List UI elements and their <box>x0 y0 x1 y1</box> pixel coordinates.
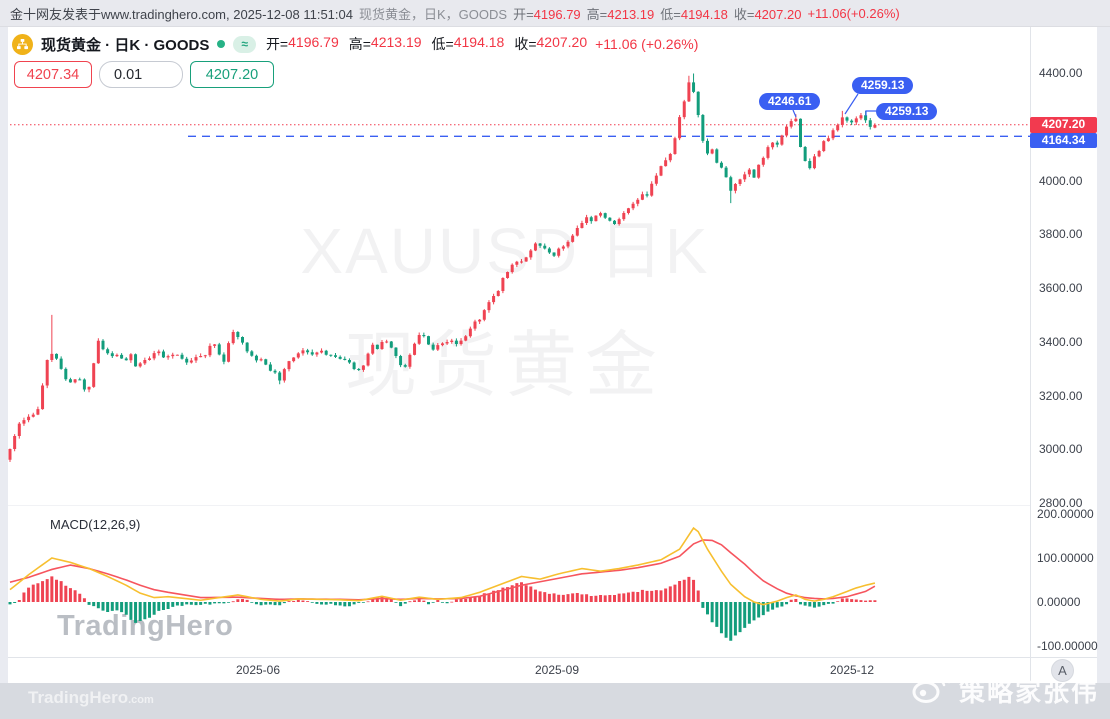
up-candle-wicks <box>9 75 876 462</box>
close-value: 收= 4207.20 <box>514 34 588 52</box>
symbol-title: 现货黄金 · 日K · GOODS <box>41 36 210 54</box>
topbar-low: 低=4194.18 <box>660 6 728 22</box>
sell-price-button[interactable]: 4207.34 <box>14 61 92 88</box>
price-axis-label: 2800.00 <box>1039 496 1083 510</box>
price-axis-label: 4000.00 <box>1039 173 1083 188</box>
time-axis-label: 2025-09 <box>534 663 580 677</box>
change-value: +11.06 (+0.26%) <box>595 36 699 52</box>
source-text: 金十网友发表于www.tradinghero.com, 2025-12-08 1… <box>10 6 353 22</box>
market-status-icon <box>217 40 226 48</box>
time-axis-label: 2025-06 <box>235 663 281 677</box>
watermark-symbol: XAUUSD 日K <box>300 215 710 287</box>
open-value: 开= 4196.79 <box>265 34 339 52</box>
a-button[interactable]: A <box>1051 659 1074 682</box>
macd-indicator-label: MACD(12,26,9) <box>50 517 141 532</box>
macd-axis-label: -100.00000 <box>1037 639 1098 653</box>
high-badge-4246: 4246.61 <box>759 93 821 110</box>
low-value: 低= 4194.18 <box>431 34 505 52</box>
macd-axis-label: 0.00000 <box>1037 595 1081 609</box>
price-axis-label: 3400.00 <box>1039 334 1083 349</box>
price-axis-label: 3200.00 <box>1039 388 1083 403</box>
high-badge-4259-a: 4259.13 <box>852 77 914 94</box>
spread-value-box[interactable]: 0.01 <box>99 61 183 88</box>
topbar-open: 开=4196.79 <box>513 6 581 22</box>
badge-connector-lines <box>792 93 876 118</box>
symbol-info-text: 现货黄金，日K，GOODS <box>358 6 508 22</box>
buy-price-button[interactable]: 4207.20 <box>190 61 274 88</box>
topbar-high: 高=4213.19 <box>586 6 655 22</box>
macd-histogram-negative <box>8 602 835 641</box>
time-axis-divider <box>8 657 1097 658</box>
watermark-bottom-right: 策略家张伟 <box>912 672 1099 709</box>
symbol-info-bar: 现货黄金 · 日K · GOODS ≈ 开= 4196.79 高= 4213.19 … <box>12 31 698 57</box>
price-axis-label: 3000.00 <box>1039 442 1083 457</box>
panel-divider <box>8 505 1030 506</box>
watermark-bottom-left: TradingHero.com <box>28 688 154 707</box>
macd-histogram-positive <box>17 576 877 603</box>
time-axis-label: 2025-12 <box>829 663 875 677</box>
top-status-bar: 金十网友发表于www.tradinghero.com, 2025-12-08 1… <box>0 0 1110 27</box>
price-axis-label: 3600.00 <box>1039 281 1083 295</box>
price-axis-label: 3800.00 <box>1039 227 1083 242</box>
last-price-axis-badge: 4207.20 <box>1030 117 1097 133</box>
macd-dea-line <box>9 539 876 601</box>
macd-axis-label: 200.00000 <box>1037 507 1094 521</box>
down-candle-wicks <box>56 73 871 392</box>
down-candle-bodies <box>55 82 872 390</box>
high-badge-4259-b: 4259.13 <box>876 103 938 120</box>
weibo-icon <box>912 672 951 709</box>
macd-axis-label: 100.00000 <box>1037 551 1094 565</box>
approx-toggle[interactable]: ≈ <box>233 35 256 53</box>
watermark-symbol-cn: 现货黄金 <box>344 326 665 406</box>
price-axis-label: 4400.00 <box>1039 66 1083 80</box>
macd-dif-line <box>9 526 876 606</box>
up-candle-bodies <box>8 82 877 460</box>
topbar-change: +11.06(+0.26%) <box>807 5 900 21</box>
level-axis-badge: 4164.34 <box>1030 132 1097 148</box>
price-axis-divider <box>1030 27 1031 683</box>
high-value: 高= 4213.19 <box>348 34 422 52</box>
topbar-close: 收=4207.20 <box>733 6 802 22</box>
gold-coin-icon <box>12 33 33 55</box>
watermark-author: 策略家张伟 <box>959 677 1100 707</box>
